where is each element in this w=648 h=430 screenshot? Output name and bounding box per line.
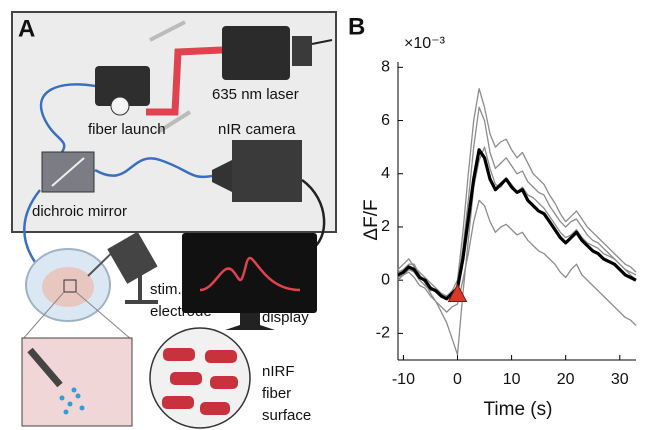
series-line: [398, 150, 636, 299]
y-tick-label: 0: [381, 271, 390, 288]
y-tick-label: 4: [381, 165, 390, 182]
diagram-label: stim.: [150, 281, 182, 298]
diagram-label: nIR camera: [218, 121, 296, 138]
diagram-label: 635 nm laser: [212, 86, 299, 103]
diagram-label: fiber launch: [88, 121, 166, 138]
diagram-label: fiber: [262, 385, 291, 402]
panel-label: B: [348, 13, 365, 40]
figure: A 635 nm laser fiber launch nIR camera d…: [0, 0, 648, 430]
x-tick-label: 30: [611, 371, 629, 388]
y-multiplier: ×10⁻³: [404, 35, 446, 52]
diagram-label: dichroic mirror: [32, 203, 127, 220]
x-tick-label: -10: [392, 371, 415, 388]
inset: [22, 338, 132, 426]
y-tick-label: 2: [381, 218, 390, 235]
diagram-label: nIRF: [262, 363, 295, 380]
series-line: [398, 107, 636, 296]
diagram-label: electrode: [150, 303, 212, 320]
nir-camera: [232, 140, 302, 202]
chart: B ×10⁻³ Time (s) ΔF/F -2 0 2 4 6 8 -10 0 10 20 30: [348, 13, 636, 420]
y-tick-label: 8: [381, 59, 390, 76]
diagram-label: surface: [262, 407, 311, 424]
diagram-label: display: [262, 309, 309, 326]
series-line: [398, 147, 636, 355]
x-tick-label: 20: [557, 371, 575, 388]
diagram: A 635 nm laser fiber launch nIR camera d…: [12, 12, 336, 428]
series-line: [398, 200, 636, 325]
y-tick-label: -2: [376, 325, 390, 342]
y-tick-label: 6: [381, 112, 390, 129]
laser-end: [292, 36, 312, 66]
x-axis-label: Time (s): [484, 399, 553, 420]
laser: [222, 26, 290, 80]
diagram-label: camera: [262, 287, 313, 304]
y-axis-label: ΔF/F: [361, 199, 382, 240]
fiber-launch-knob: [111, 97, 129, 115]
panel-label: A: [18, 15, 35, 42]
x-tick-label: 0: [453, 371, 462, 388]
manipulator: [107, 232, 157, 284]
x-tick-label: 10: [503, 371, 521, 388]
